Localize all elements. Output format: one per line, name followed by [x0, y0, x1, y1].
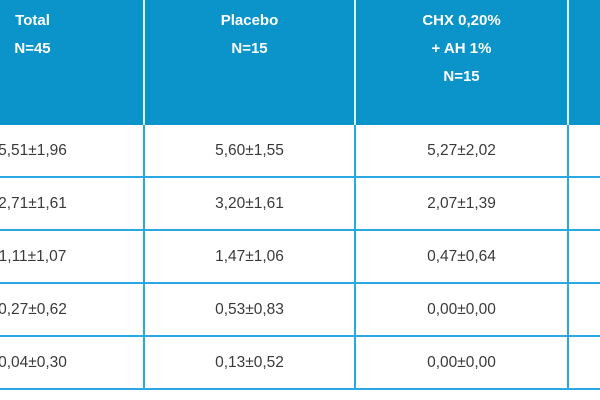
table-row: 0,04±0,30 0,13±0,52 0,00±0,00: [0, 337, 600, 390]
data-cell: 0,00±0,00: [356, 337, 569, 390]
data-cell: [569, 125, 600, 178]
data-cell: [569, 337, 600, 390]
data-cell: [569, 284, 600, 337]
data-cell: 3,20±1,61: [145, 178, 356, 231]
data-cell: 5,60±1,55: [145, 125, 356, 178]
data-cell: [569, 178, 600, 231]
table-row: 2,71±1,61 3,20±1,61 2,07±1,39: [0, 178, 600, 231]
data-cell: 0,04±0,30: [0, 337, 145, 390]
data-cell: 0,47±0,64: [356, 231, 569, 284]
header-cell-cutoff: [569, 0, 600, 125]
data-cell: 1,47±1,06: [145, 231, 356, 284]
header-cell-total: Total N=45: [0, 0, 145, 125]
data-cell: 2,71±1,61: [0, 178, 145, 231]
header-cell-placebo: Placebo N=15: [145, 0, 356, 125]
data-cell: 5,51±1,96: [0, 125, 145, 178]
results-table: Total N=45 Placebo N=15 CHX 0,20% + AH 1…: [0, 0, 600, 390]
data-cell: 0,13±0,52: [145, 337, 356, 390]
table-header-row: Total N=45 Placebo N=15 CHX 0,20% + AH 1…: [0, 0, 600, 125]
data-cell: [569, 231, 600, 284]
data-cell: 1,11±1,07: [0, 231, 145, 284]
table-row: 0,27±0,62 0,53±0,83 0,00±0,00: [0, 284, 600, 337]
data-cell: 0,53±0,83: [145, 284, 356, 337]
table-row: 1,11±1,07 1,47±1,06 0,47±0,64: [0, 231, 600, 284]
data-cell: 0,27±0,62: [0, 284, 145, 337]
data-cell: 5,27±2,02: [356, 125, 569, 178]
data-cell: 0,00±0,00: [356, 284, 569, 337]
header-cell-chx-ah: CHX 0,20% + AH 1% N=15: [356, 0, 569, 125]
data-cell: 2,07±1,39: [356, 178, 569, 231]
table-row: 5,51±1,96 5,60±1,55 5,27±2,02: [0, 125, 600, 178]
